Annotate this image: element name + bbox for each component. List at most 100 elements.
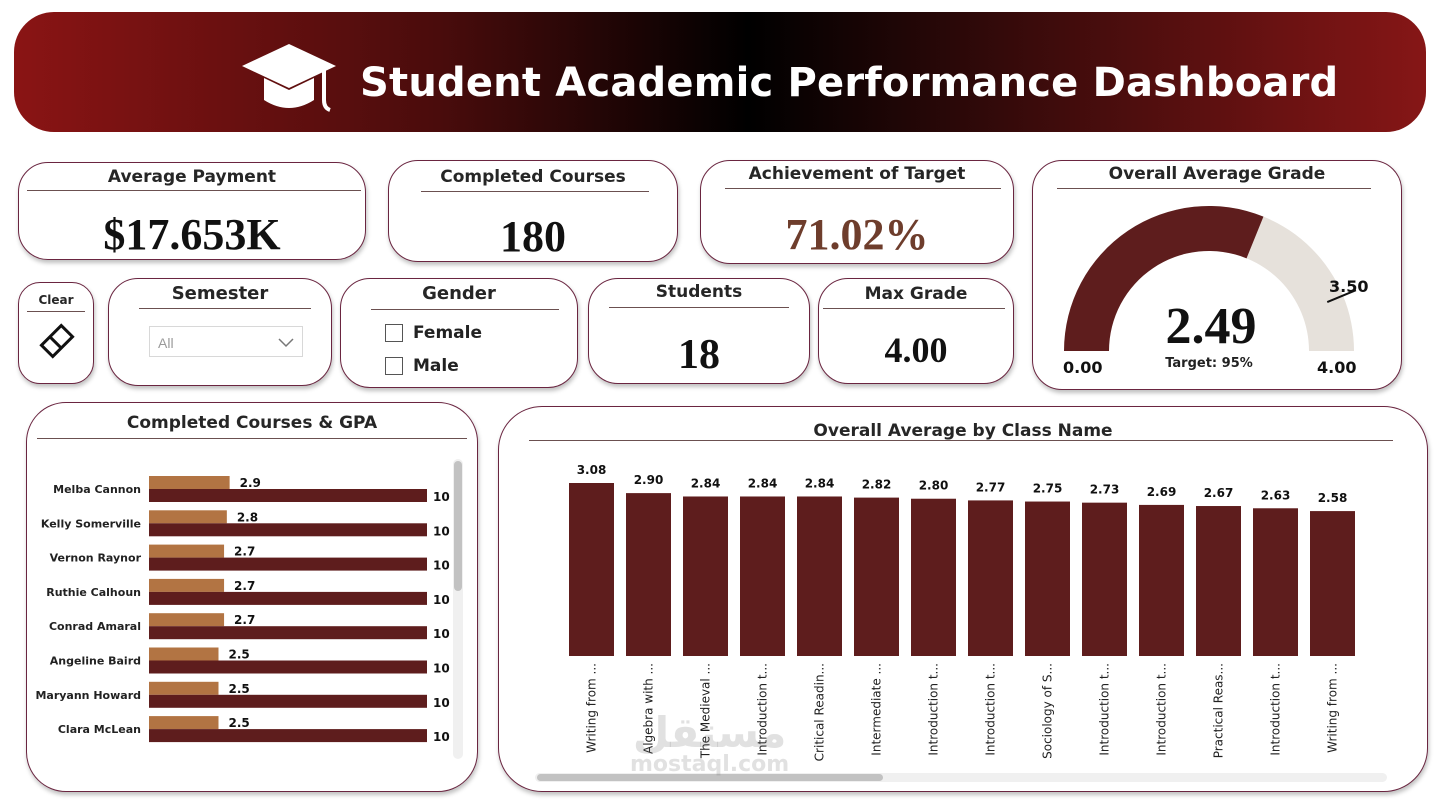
completed-courses-value-label: 10 xyxy=(433,662,450,676)
gpa-bar[interactable] xyxy=(149,544,225,558)
class-name-tick-label: Critical Readin... xyxy=(813,663,827,761)
class-name-tick-label: Writing from ... xyxy=(585,663,599,753)
checkbox[interactable] xyxy=(385,324,403,342)
completed-courses-label: Completed Courses xyxy=(440,167,626,187)
students-label: Students xyxy=(655,282,743,302)
bar-value-label: 2.63 xyxy=(1261,488,1291,502)
scrollbar-thumb[interactable] xyxy=(537,774,883,781)
class-name-tick-label: Practical Reas... xyxy=(1212,663,1226,758)
completed-courses-gpa-chart: Melba Cannon 2.9 10 Kelly Somerville 2.8 10 Ve… xyxy=(35,476,450,744)
class-average-bar[interactable] xyxy=(1025,501,1070,656)
class-average-bar[interactable] xyxy=(797,496,842,656)
gpa-value-label: 2.7 xyxy=(234,579,255,593)
class-average-bar[interactable] xyxy=(740,496,785,656)
gender-option-female[interactable]: Female xyxy=(385,323,482,343)
class-average-bar[interactable] xyxy=(968,500,1013,656)
class-average-bar[interactable] xyxy=(1253,508,1298,656)
completed-courses-value-label: 10 xyxy=(433,524,450,538)
gpa-bar[interactable] xyxy=(149,510,227,524)
class-name-tick-label: Introduction t... xyxy=(1269,663,1283,756)
gpa-bar[interactable] xyxy=(149,613,225,627)
completed-courses-bar[interactable] xyxy=(149,729,427,743)
overall-average-by-class-card: Overall Average by Class Name 3.08 Writin… xyxy=(498,406,1428,792)
class-name-tick-label: Introduction t... xyxy=(927,663,941,756)
class-average-bar[interactable] xyxy=(911,498,956,656)
class-name-tick-label: The Medieval ... xyxy=(699,663,713,759)
completed-courses-bar[interactable] xyxy=(149,557,427,571)
students-card: Students 18 xyxy=(588,278,810,384)
student-name-label: Vernon Raynor xyxy=(50,552,142,565)
chart-scrollbar[interactable] xyxy=(453,459,463,759)
completed-courses-bar[interactable] xyxy=(149,694,427,708)
overall-average-grade-card: Overall Average Grade 3.50 2.49 Target: … xyxy=(1032,160,1402,390)
achievement-label: Achievement of Target xyxy=(748,164,966,184)
semester-dropdown[interactable]: All xyxy=(149,326,303,357)
bar-value-label: 2.77 xyxy=(976,480,1006,494)
class-average-bar[interactable] xyxy=(626,493,671,656)
gender-slicer: Gender Female Male xyxy=(340,278,578,388)
chevron-down-icon xyxy=(278,338,294,348)
class-name-tick-label: Sociology of S... xyxy=(1041,663,1055,759)
header-banner: Student Academic Performance Dashboard xyxy=(14,12,1426,132)
class-average-bar[interactable] xyxy=(1196,506,1241,656)
class-average-bar[interactable] xyxy=(683,496,728,656)
clear-filters-button[interactable]: Clear xyxy=(18,282,94,384)
divider xyxy=(1057,188,1371,189)
bar-value-label: 2.84 xyxy=(748,476,778,490)
student-name-label: Ruthie Calhoun xyxy=(46,586,141,599)
completed-courses-gpa-chart-card: Completed Courses & GPA Melba Cannon 2.9 1… xyxy=(26,402,478,792)
gauge-min-label: 0.00 xyxy=(1063,358,1102,377)
completed-courses-bar[interactable] xyxy=(149,523,427,537)
gpa-bar[interactable] xyxy=(149,578,225,592)
class-name-tick-label: Introduction t... xyxy=(1098,663,1112,756)
gauge-max-label: 4.00 xyxy=(1317,358,1356,377)
gauge-fill xyxy=(1064,206,1264,351)
divider xyxy=(725,188,1001,189)
gpa-bar[interactable] xyxy=(149,647,219,661)
checkbox[interactable] xyxy=(385,357,403,375)
completed-courses-value-label: 10 xyxy=(433,696,450,710)
class-name-tick-label: Algebra with ... xyxy=(642,663,656,754)
gpa-value-label: 2.5 xyxy=(229,716,250,730)
semester-selected-value: All xyxy=(158,335,174,351)
gpa-bar[interactable] xyxy=(149,476,230,489)
max-grade-card: Max Grade 4.00 xyxy=(818,278,1014,384)
gpa-value-label: 2.7 xyxy=(234,613,255,627)
page-title: Student Academic Performance Dashboard xyxy=(360,60,1339,106)
gender-option-label: Male xyxy=(413,356,459,376)
completed-courses-card: Completed Courses 180 xyxy=(388,160,678,262)
bar-value-label: 2.58 xyxy=(1318,491,1348,505)
divider xyxy=(609,307,789,308)
completed-courses-bar[interactable] xyxy=(149,591,427,605)
class-name-tick-label: Introduction t... xyxy=(756,663,770,756)
completed-courses-bar[interactable] xyxy=(149,660,427,674)
gender-option-male[interactable]: Male xyxy=(385,356,459,376)
gpa-value-label: 2.5 xyxy=(229,648,250,662)
average-payment-label: Average Payment xyxy=(107,167,277,187)
max-grade-label: Max Grade xyxy=(864,284,968,304)
class-name-tick-label: Introduction t... xyxy=(1155,663,1169,756)
completed-courses-bar[interactable] xyxy=(149,626,427,640)
class-average-bar[interactable] xyxy=(1082,502,1127,656)
class-name-tick-label: Writing from ... xyxy=(1326,663,1340,753)
class-average-bar[interactable] xyxy=(854,497,899,656)
watermark-latin: mostaql.com xyxy=(630,752,790,777)
scrollbar-thumb[interactable] xyxy=(454,461,462,591)
completed-courses-value-label: 10 xyxy=(433,593,450,607)
achievement-card: Achievement of Target 71.02% xyxy=(700,160,1014,264)
chart-horizontal-scrollbar[interactable] xyxy=(535,773,1387,782)
class-name-tick-label: Intermediate ... xyxy=(870,663,884,756)
gpa-bar[interactable] xyxy=(149,716,219,730)
class-average-bar[interactable] xyxy=(1139,504,1184,656)
gpa-bar[interactable] xyxy=(149,681,219,695)
completed-courses-value: 180 xyxy=(500,212,566,261)
gauge-target-caption: Target: 95% xyxy=(1165,356,1253,371)
gauge-title: Overall Average Grade xyxy=(1108,164,1326,184)
student-name-label: Kelly Somerville xyxy=(41,517,141,530)
class-average-bar[interactable] xyxy=(1310,511,1355,656)
gpa-value-label: 2.8 xyxy=(237,510,258,524)
average-payment-value: $17.653K xyxy=(103,210,281,259)
class-average-bar[interactable] xyxy=(569,483,614,656)
completed-courses-bar[interactable] xyxy=(149,489,427,502)
